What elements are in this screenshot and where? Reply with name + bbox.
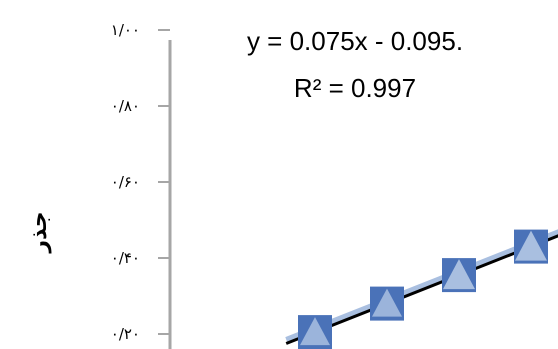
data-point-marker-overlay — [515, 230, 547, 261]
y-tick-label: ۰/۴۰ — [111, 249, 140, 267]
y-tick-label: ۰/۶۰ — [111, 173, 140, 191]
y-tick-label: ۰/۸۰ — [111, 97, 140, 115]
y-tick-label: ۰/۲۰ — [111, 325, 140, 343]
data-point-marker-overlay — [372, 288, 402, 317]
data-point-marker-overlay — [300, 317, 330, 346]
r-squared-label: R² = 0.997 — [294, 73, 416, 103]
trendline-equation: y = 0.075x - 0.095. — [247, 26, 463, 56]
y-axis-label: جذر — [27, 211, 52, 253]
y-tick-label: ۱/۰۰ — [111, 21, 140, 39]
y-axis-tick-labels: ۰/۲۰ ۰/۴۰ ۰/۶۰ ۰/۸۰ ۱/۰۰ — [111, 21, 140, 343]
data-point-marker-overlay — [443, 259, 475, 290]
data-points — [298, 229, 548, 349]
y-axis-ticks — [158, 29, 170, 335]
